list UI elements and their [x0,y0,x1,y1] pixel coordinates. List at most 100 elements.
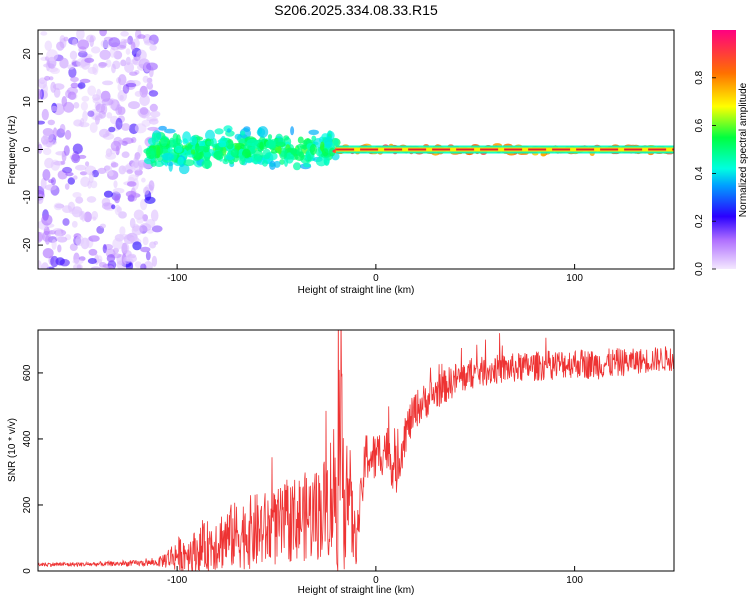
spectrogram-x-tick-label: 0 [373,273,379,284]
spectrogram-cell [71,153,81,164]
spectrogram-cell [164,128,176,134]
spectrogram-cell [101,202,114,210]
spectrogram-cell [106,254,116,263]
spectrogram-cell [145,219,156,228]
spectrogram-y-ticks: -20 -10 0 10 20 [22,48,43,252]
spectrogram-cell [277,145,282,155]
spectrogram-cell [141,177,146,183]
spectrogram-cell [87,110,95,117]
spectrogram-cell [41,262,49,269]
spectrogram-heatmap [38,30,674,269]
spectrogram-cell [293,162,301,171]
spectrogram-y-tick-label: 10 [22,96,33,108]
spectrogram-cell [52,127,58,139]
spectrogram-cell [67,177,76,185]
colorbar-tick-label: 0.4 [694,166,705,180]
spectrogram-x-tick-label: -100 [167,273,187,284]
spectrogram-cell [154,160,164,167]
spectrogram-cell [68,67,77,78]
spectrogram-cell [55,228,62,241]
spectrogram-cell [239,155,246,166]
spectrogram-cell [75,235,85,246]
spectrogram-cell [64,183,70,190]
spectrogram-cell [259,141,264,151]
spectrogram-cell [283,135,290,141]
spectrogram-y-tick-label: 0 [22,146,33,152]
spectrogram-y-label: Frequency (Hz) [7,116,18,185]
spectrogram-cell [213,150,224,160]
spectrogram-cell [118,211,127,219]
spectrogram-cell [118,74,127,86]
spectrogram-cell [198,141,206,147]
spectrogram-cell [323,136,333,148]
spectrogram-cell [149,103,158,112]
spectrogram-cell [257,126,269,138]
spectrogram-cell [59,123,66,134]
spectrogram-cell [89,122,98,133]
spectrogram-cell [114,195,120,204]
spectrogram-cell [130,41,136,51]
spectrogram-cell [126,169,133,175]
spectrogram-x-ticks: -100 0 100 [167,264,583,284]
spectrogram-cell [151,255,158,267]
spectrogram-cell [48,76,54,81]
spectrogram-cell [50,255,59,268]
spectrogram-cell [91,46,101,54]
spectrogram-cell [134,123,147,134]
spectrogram-cell [72,192,82,198]
spectrogram-cell [182,138,188,145]
snr-series-line [38,330,674,571]
spectrogram-cell [96,255,103,263]
spectrogram-cell [56,41,65,51]
spectrogram-cell [87,66,98,75]
spectrogram-cell [73,102,80,109]
snr-x-ticks: -100 0 100 [167,566,583,586]
spectrogram-cell [69,50,78,60]
spectrogram-cell [125,254,137,263]
spectrogram-cell [38,231,43,243]
spectrogram-cell [167,147,173,153]
spectrogram-cell [129,236,140,242]
spectrogram-cell [150,209,159,222]
spectrogram-cell [133,156,140,169]
spectrogram-cell [68,209,81,215]
spectrogram-cell [42,248,54,259]
spectrogram-cell [176,134,181,145]
spectrogram-cell [321,148,329,157]
spectrogram-cell [71,220,78,228]
colorbar-tick-label: 0.0 [694,262,705,276]
spectrogram-cell [99,49,111,60]
spectrogram-cell [205,129,215,142]
spectrogram-cell [129,71,138,76]
spectrogram-cell [105,152,117,160]
spectrogram-cell [105,59,112,68]
spectrogram-cell [106,112,113,119]
spectrogram-cell [110,162,119,168]
snr-y-ticks: 0 200 400 600 [22,364,43,574]
spectrogram-cell [50,81,57,93]
spectrogram-cell [113,180,118,189]
spectrogram-cell [147,126,160,131]
spectrogram-x-label: Height of straight line (km) [298,285,415,296]
spectrogram-cell [183,159,195,167]
spectrogram-cell [78,122,90,128]
spectrogram-cell [107,265,114,269]
spectrogram-cell [160,135,168,147]
spectrogram-cell [83,211,93,223]
spectrogram-cell [274,137,286,146]
spectrogram-cell [195,145,208,152]
spectrogram-cell [61,96,68,107]
spectrogram-cell [121,123,131,131]
spectrogram-cell [85,161,90,167]
spectrogram-cell [297,136,304,144]
spectrogram-cell [110,140,122,152]
spectrogram-cell [146,62,158,71]
spectrogram-cell [112,237,123,250]
spectrogram-cell [38,120,45,125]
spectrogram-cell [40,31,48,36]
spectrogram-cell [265,139,276,149]
spectrogram-cell [132,241,142,251]
spectrogram-cell [91,210,99,220]
spectrogram-cell [101,98,114,106]
spectrogram-cell [240,130,246,136]
